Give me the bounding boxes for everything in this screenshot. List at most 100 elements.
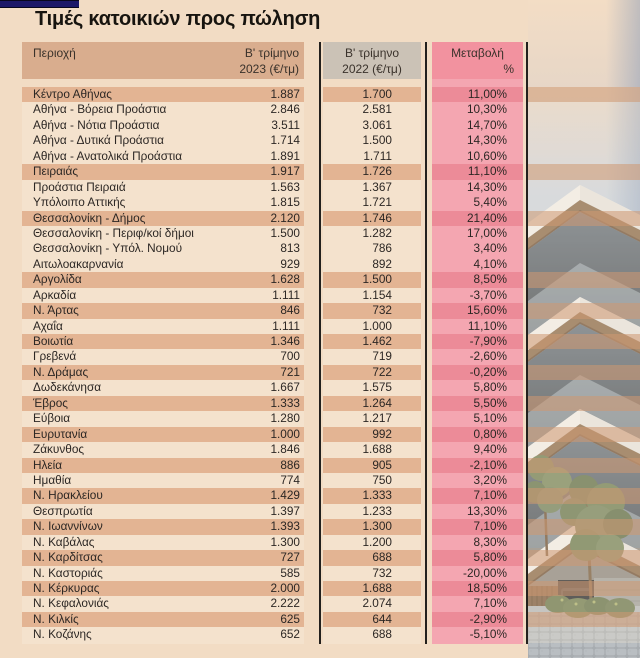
price2022-cell: 905 xyxy=(323,457,421,473)
photo-overlay-stripe xyxy=(528,457,640,473)
region-price2023-cell: Ν. Κοζάνης 652 xyxy=(22,627,304,642)
change-cell: 10,30% xyxy=(432,102,523,117)
table-row: Βοιωτία 1.346 1.462 -7,90% xyxy=(0,334,640,350)
price2022-cell: 750 xyxy=(323,473,421,488)
photo-overlay-stripe xyxy=(528,380,640,396)
change-percent-value: -2,10% xyxy=(469,457,507,472)
photo-overlay-stripe xyxy=(528,565,640,581)
price-2023-value: 2.846 xyxy=(270,102,300,117)
change-cell: -7,90% xyxy=(432,334,523,350)
change-percent-value: 3,20% xyxy=(473,472,507,487)
price-2023-value: 1.111 xyxy=(272,287,300,302)
change-cell: 5,40% xyxy=(432,195,523,210)
photo-overlay-stripe xyxy=(528,303,640,319)
region-price2023-cell: Αιτωλοακαρνανία 929 xyxy=(22,257,304,272)
photo-overlay-stripe xyxy=(528,534,640,551)
photo-overlay-stripe xyxy=(528,133,640,149)
region-name: Ν. Καβάλας xyxy=(33,534,95,549)
region-name: Ν. Ιωαννίνων xyxy=(33,519,103,534)
price-2022-value: 732 xyxy=(372,303,392,318)
price-2023-value: 1.300 xyxy=(270,534,300,549)
price2022-cell: 1.217 xyxy=(323,411,421,426)
price2022-cell: 1.746 xyxy=(323,210,421,226)
price2022-cell: 1.575 xyxy=(323,380,421,395)
photo-overlay-stripe xyxy=(528,179,640,196)
price-2022-value: 1.367 xyxy=(362,179,392,194)
price-2023-value: 1.891 xyxy=(270,148,300,163)
price-2022-value: 1.462 xyxy=(362,334,392,348)
price-2022-value: 1.000 xyxy=(362,318,392,333)
table-row: Ν. Δράμας 721 722 -0,20% xyxy=(0,364,640,381)
price-2022-value: 1.333 xyxy=(362,488,392,503)
price2022-cell: 1.000 xyxy=(323,319,421,334)
price-2022-value: 1.688 xyxy=(362,442,392,457)
price-2022-value: 1.721 xyxy=(362,195,392,210)
column-header-q2-2023: Β' τρίμηνο 2023 (€/τμ) xyxy=(239,45,299,79)
region-name: Ν. Κοζάνης xyxy=(33,627,92,642)
price2022-cell: 892 xyxy=(323,257,421,272)
change-cell: 13,30% xyxy=(432,504,523,519)
price-2023-value: 1.429 xyxy=(270,488,300,503)
change-cell: 8,30% xyxy=(432,535,523,550)
table-row: Ν. Κέρκυρας 2.000 1.688 18,50% xyxy=(0,581,640,597)
table-row: Θεσσαλονίκη - Δήμος 2.120 1.746 21,40% xyxy=(0,210,640,226)
region-name: Ευρυτανία xyxy=(33,426,88,441)
change-cell: -2,90% xyxy=(432,611,523,628)
change-percent-value: 13,30% xyxy=(466,503,507,518)
change-cell: 4,10% xyxy=(432,257,523,272)
region-price2023-cell: Αθήνα - Νότια Προάστια 3.511 xyxy=(22,118,304,133)
region-name: Θεσπρωτία xyxy=(33,503,93,518)
price-2022-value: 644 xyxy=(372,611,392,626)
region-price2023-cell: Αθήνα - Δυτικά Προάστια 1.714 xyxy=(22,133,304,148)
photo-overlay-stripe xyxy=(528,364,640,381)
table-row: Κέντρο Αθήνας 1.887 1.700 11,00% xyxy=(0,87,640,103)
column-header-q2-2023-line2: 2023 (€/τμ) xyxy=(239,62,299,76)
photo-overlay-stripe xyxy=(528,148,640,165)
photo-overlay-stripe xyxy=(528,272,640,288)
region-price2023-cell: Ημαθία 774 xyxy=(22,473,304,488)
change-percent-value: -20,00% xyxy=(463,565,507,580)
price-2022-value: 1.575 xyxy=(362,380,392,395)
photo-overlay-stripe xyxy=(528,164,640,180)
photo-overlay-stripe xyxy=(528,287,640,304)
region-name: Κέντρο Αθήνας xyxy=(33,87,112,101)
page-title: Τιμές κατοικιών προς πώληση xyxy=(35,8,321,30)
price-2022-value: 892 xyxy=(372,256,392,271)
change-cell: 7,10% xyxy=(432,519,523,535)
change-percent-value: 14,30% xyxy=(466,133,507,148)
table-row: Ν. Καστοριάς 585 732 -20,00% xyxy=(0,565,640,581)
price2022-cell: 1.726 xyxy=(323,164,421,180)
price-2022-value: 1.200 xyxy=(362,534,392,549)
column-divider-1 xyxy=(319,42,321,644)
region-price2023-cell: Ευρυτανία 1.000 xyxy=(22,426,304,443)
column-header-q2-2022-line1: Β' τρίμηνο xyxy=(344,46,400,60)
change-cell: 10,60% xyxy=(432,149,523,164)
change-percent-value: 10,60% xyxy=(466,148,507,163)
photo-overlay-stripe xyxy=(528,349,640,365)
price-2023-value: 774 xyxy=(280,472,300,487)
photo-overlay-stripe xyxy=(528,256,640,273)
table-row: Ν. Ιωαννίνων 1.393 1.300 7,10% xyxy=(0,519,640,535)
change-cell: 7,10% xyxy=(432,596,523,611)
column-header-change: Μεταβολή % xyxy=(432,42,523,79)
price-2023-value: 1.887 xyxy=(270,87,300,101)
price2022-cell: 732 xyxy=(323,566,421,581)
change-cell: 9,40% xyxy=(432,442,523,457)
price-2023-value: 2.222 xyxy=(270,596,300,611)
region-name: Υπόλοιπο Αττικής xyxy=(33,195,126,210)
price2022-cell: 1.721 xyxy=(323,195,421,210)
photo-overlay-stripe xyxy=(528,472,640,489)
price-2022-value: 786 xyxy=(372,241,392,256)
change-cell: 7,10% xyxy=(432,488,523,504)
photo-overlay-stripe xyxy=(528,488,640,504)
price2022-cell: 1.200 xyxy=(323,535,421,550)
price-2022-value: 1.726 xyxy=(362,164,392,179)
price2022-cell: 1.282 xyxy=(323,226,421,241)
table-row: Προάστια Πειραιά 1.563 1.367 14,30% xyxy=(0,179,640,196)
column-header-q2-2023-line1: Β' τρίμηνο xyxy=(244,46,299,60)
photo-overlay-stripe xyxy=(528,611,640,628)
change-percent-value: 14,30% xyxy=(466,179,507,194)
region-name: Ν. Δράμας xyxy=(33,364,89,379)
table-row: Αχαΐα 1.111 1.000 11,10% xyxy=(0,318,640,334)
change-percent-value: -2,60% xyxy=(469,349,507,364)
